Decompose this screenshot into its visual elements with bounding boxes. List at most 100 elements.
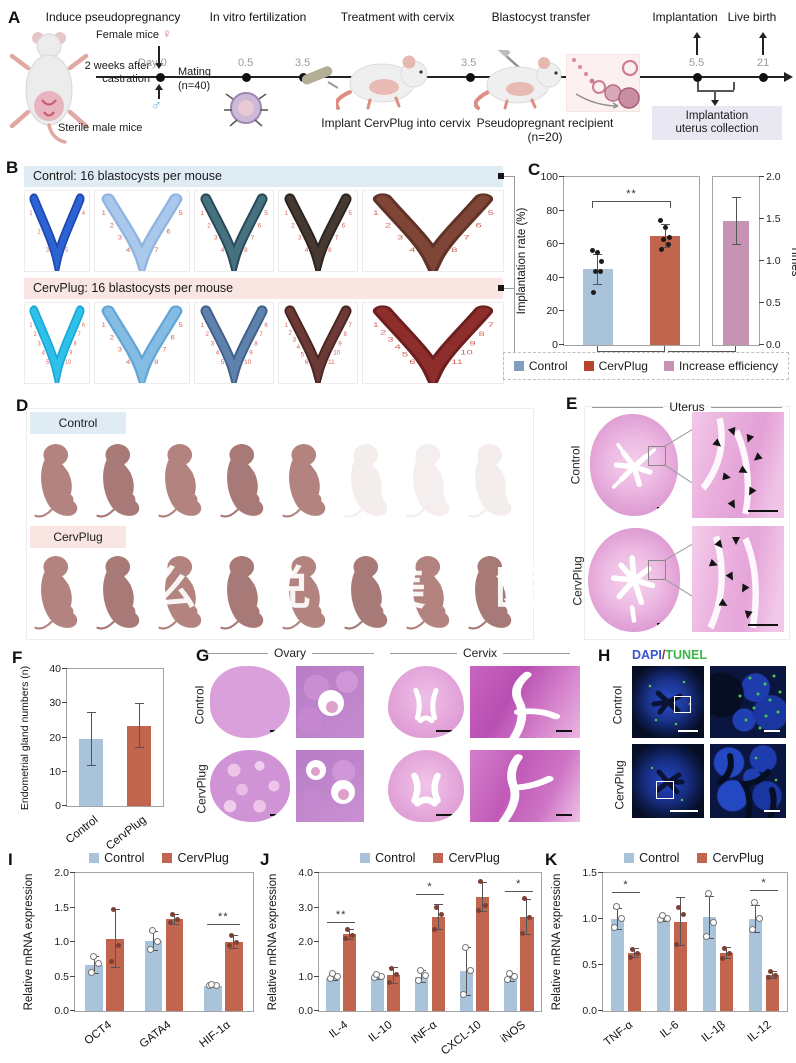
- watermark-text: 么 兑 美 医 ?: [150, 562, 666, 614]
- tunel-zoom-control: [710, 666, 786, 738]
- uterus-image: 1 2 3 4 5 6 7 8 9 10: [24, 302, 90, 394]
- step-implantation: Implantation: [652, 10, 718, 24]
- pup-image: [158, 550, 216, 636]
- svg-text:6: 6: [475, 222, 481, 229]
- time-3-5b: 3.5: [461, 57, 477, 69]
- svg-text:7: 7: [259, 331, 263, 338]
- svg-text:2: 2: [34, 332, 37, 339]
- g-control-label: Control: [192, 685, 207, 725]
- svg-text:3: 3: [214, 234, 218, 241]
- pup-image: [34, 550, 92, 636]
- svg-text:8: 8: [328, 247, 332, 254]
- castration-label: 2 weeks after castration: [84, 60, 150, 85]
- blastocyst-inset: [565, 53, 641, 113]
- svg-text:5: 5: [179, 322, 183, 328]
- dapi-tunel-title: DAPI/TUNEL: [632, 648, 707, 662]
- panel-i-legend: Control CervPlug: [64, 851, 254, 865]
- svg-text:8: 8: [244, 247, 248, 254]
- svg-text:1: 1: [102, 210, 106, 216]
- svg-text:9: 9: [469, 340, 475, 347]
- svg-text:7: 7: [463, 234, 469, 241]
- step-treatment: Treatment with cervix: [340, 10, 455, 24]
- pup-image: [344, 438, 402, 524]
- svg-text:6: 6: [409, 358, 415, 365]
- svg-text:5: 5: [264, 210, 268, 217]
- pup-image: [282, 550, 340, 636]
- svg-text:11: 11: [451, 358, 463, 365]
- legend-swatch: [663, 361, 674, 371]
- supine-mouse-icon: [6, 26, 92, 144]
- svg-text:4: 4: [221, 247, 225, 254]
- cervplug-chip: CervPlug: [30, 526, 126, 548]
- svg-text:6: 6: [342, 222, 346, 229]
- ovary-section-cervplug: [210, 750, 290, 822]
- pup-image: [220, 438, 278, 524]
- pup-image: [96, 550, 154, 636]
- svg-text:4: 4: [126, 247, 130, 253]
- svg-text:4: 4: [126, 359, 130, 365]
- male-symbol: ♂: [151, 97, 162, 113]
- legend-item: CervPlug: [433, 851, 500, 865]
- svg-text:6: 6: [258, 222, 262, 229]
- svg-text:6: 6: [264, 322, 268, 329]
- legend-item: Control: [89, 851, 144, 865]
- svg-text:9: 9: [249, 350, 253, 357]
- svg-text:8: 8: [254, 340, 258, 347]
- svg-text:11: 11: [328, 359, 335, 366]
- embryo-icon: [222, 84, 270, 132]
- svg-text:5: 5: [179, 210, 183, 216]
- pup-image: [406, 550, 464, 636]
- svg-text:8: 8: [74, 341, 77, 348]
- svg-text:3: 3: [46, 247, 49, 254]
- svg-text:5: 5: [46, 359, 49, 366]
- recipient-caption: Pseudopregnant recipient (n=20): [476, 116, 614, 144]
- svg-text:1: 1: [102, 322, 106, 328]
- panel-d-label: D: [16, 396, 29, 415]
- svg-text:2: 2: [38, 229, 41, 236]
- tunel-label: TUNEL: [665, 648, 708, 662]
- panel-g-label: G: [196, 646, 210, 665]
- mrna-chart-k: 0.0 0.5 1.0 1.5 Relative mRNA expression TNF-…: [551, 867, 788, 1049]
- slash: /: [661, 648, 666, 662]
- legend-swatch: [433, 853, 444, 863]
- time-21: 21: [757, 57, 770, 69]
- h-cervplug-label: CervPlug: [612, 760, 627, 810]
- cervix-section-control: [388, 666, 464, 738]
- treatment-mouse-icon: [334, 50, 436, 110]
- legend-item: CervPlug: [697, 851, 764, 865]
- collection-box: Implantation uterus collection: [652, 106, 782, 140]
- svg-text:3: 3: [118, 235, 122, 241]
- svg-text:5: 5: [348, 210, 352, 217]
- ovary-title: Ovary: [206, 646, 375, 660]
- step-transfer: Blastocyst transfer: [491, 10, 591, 24]
- step-induce: Induce pseudopregnancy: [45, 10, 181, 24]
- svg-text:2: 2: [380, 329, 386, 336]
- svg-text:7: 7: [335, 234, 339, 241]
- mating-label: Mating (n=40): [178, 66, 212, 92]
- pup-image: [406, 438, 464, 524]
- legend-item: CervPlug: [583, 359, 648, 373]
- svg-text:1: 1: [373, 321, 379, 328]
- svg-text:2: 2: [385, 222, 391, 229]
- svg-text:3: 3: [298, 234, 302, 241]
- svg-text:1: 1: [373, 209, 379, 216]
- pup-image: [344, 550, 402, 636]
- legend-item: Control: [360, 851, 415, 865]
- uterus-inset-cervplug: [692, 526, 784, 632]
- cervplug-uteri-row: 1 2 3 4 5 6 7 8 9 10 1 2 3 4 5 6 7 8 1 2 3 4 5 6 7 8 9 10 1 2 3 4 5 6 7 8 9 1…: [24, 302, 504, 394]
- svg-text:7: 7: [348, 322, 352, 329]
- svg-text:7: 7: [78, 332, 81, 339]
- svg-text:7: 7: [162, 347, 166, 353]
- panel-d-frame: [26, 408, 534, 640]
- pup-image: [34, 438, 92, 524]
- uterus-image: 1 2 3 4 5: [24, 190, 90, 282]
- svg-text:5: 5: [65, 247, 68, 254]
- svg-text:10: 10: [333, 350, 340, 357]
- svg-text:1: 1: [200, 322, 204, 329]
- pup-image: [468, 438, 526, 524]
- svg-text:4: 4: [82, 211, 86, 218]
- svg-text:2: 2: [291, 222, 295, 229]
- svg-text:5: 5: [221, 359, 225, 366]
